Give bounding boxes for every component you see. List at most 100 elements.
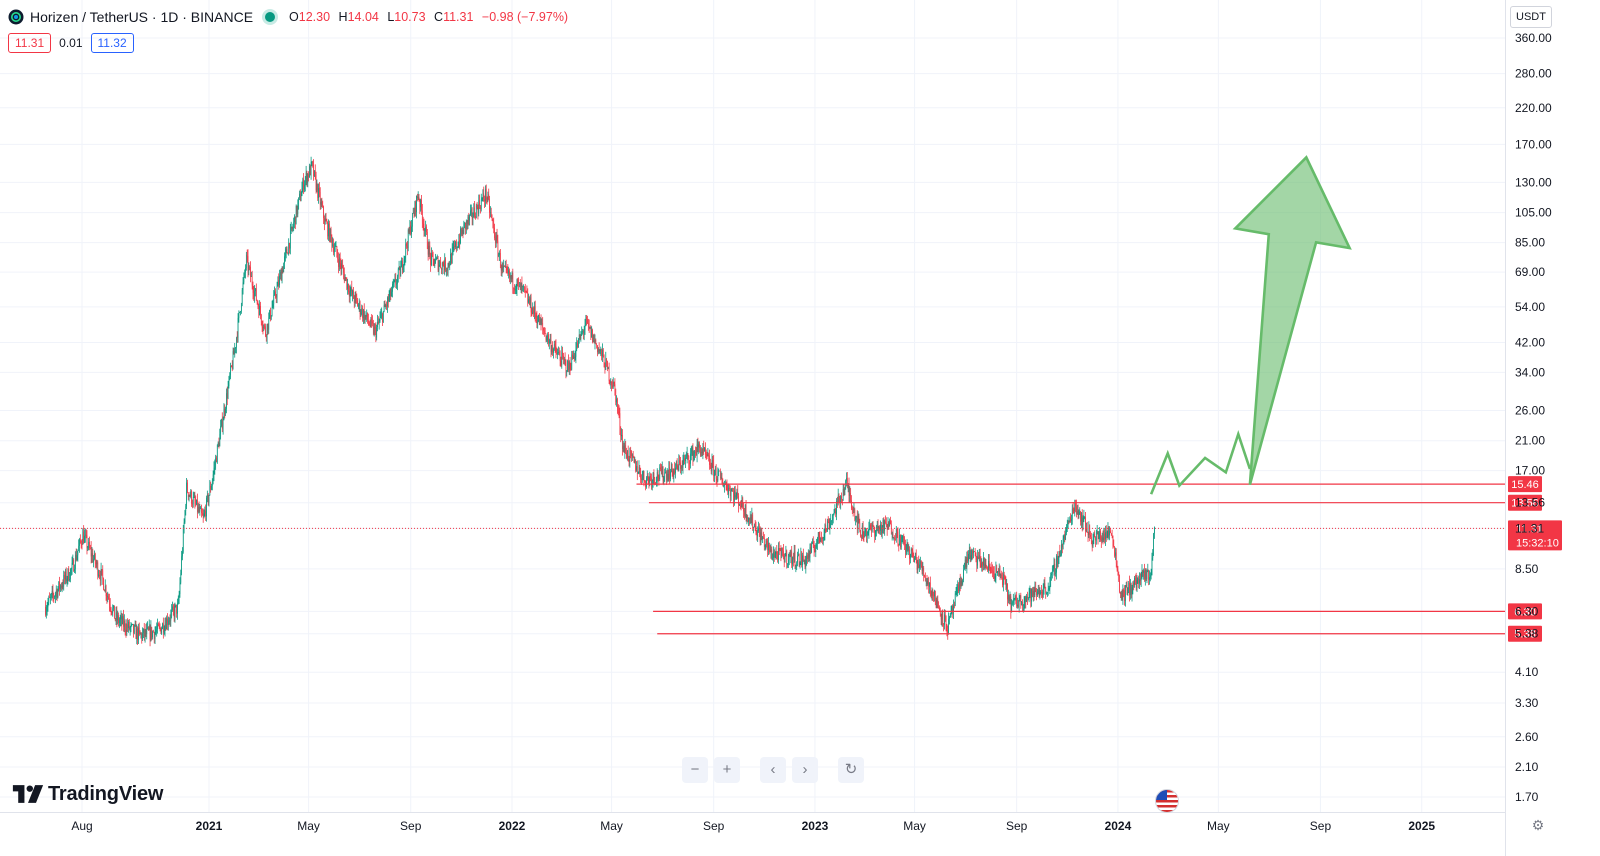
scroll-left-icon[interactable]: ‹	[760, 757, 786, 783]
candle-body	[797, 555, 798, 563]
price-axis[interactable]: 360.00280.00220.00170.00130.00105.0085.0…	[1505, 0, 1553, 856]
candle	[85, 529, 87, 539]
candle-body	[535, 315, 537, 318]
ohlc-change: −0.98 (−7.97%)	[481, 10, 569, 24]
candle	[328, 219, 329, 241]
buy-price-button[interactable]: 11.32	[90, 33, 134, 53]
candle	[540, 314, 542, 331]
candle-body	[543, 327, 544, 331]
candle-body	[181, 556, 182, 574]
candle	[695, 447, 697, 456]
candle-body	[108, 596, 109, 600]
candle	[231, 365, 232, 368]
candle	[966, 551, 968, 574]
candle	[480, 193, 482, 212]
tradingview-branding[interactable]: TradingView	[12, 781, 163, 807]
candle-body	[622, 445, 624, 449]
candle-body	[273, 294, 275, 305]
candle-body	[736, 491, 738, 496]
candle-body	[638, 467, 640, 473]
candle-body	[874, 530, 876, 537]
candle	[78, 539, 80, 551]
candle-body	[1098, 537, 1100, 540]
candle-body	[929, 582, 931, 593]
candle	[926, 575, 928, 590]
candle-body	[677, 465, 679, 471]
candle	[359, 300, 361, 320]
candle	[1068, 520, 1070, 525]
candle-body	[613, 381, 615, 385]
candle-body	[587, 319, 588, 324]
candle	[197, 503, 199, 514]
candle	[609, 379, 611, 386]
candle	[728, 483, 730, 499]
candle-body	[505, 265, 507, 268]
candle	[351, 280, 353, 297]
candle	[269, 309, 270, 320]
candle	[1071, 504, 1073, 525]
candle-body	[1150, 575, 1152, 577]
candle	[792, 556, 793, 570]
candle	[582, 329, 584, 340]
candle	[95, 559, 97, 568]
candle-body	[869, 524, 871, 529]
candle	[632, 450, 634, 459]
candle-body	[999, 569, 1001, 576]
candle-body	[830, 520, 832, 524]
candle-body	[1058, 551, 1060, 558]
candle	[421, 195, 422, 215]
candle	[172, 601, 173, 612]
candle-body	[547, 334, 549, 339]
candle-body	[539, 318, 541, 326]
candle-body	[1034, 588, 1036, 595]
candle-body	[609, 381, 611, 383]
candle	[517, 277, 519, 287]
candle-body	[514, 289, 516, 291]
candle-body	[1122, 589, 1124, 599]
market-status-icon[interactable]	[265, 12, 276, 22]
candle	[1007, 583, 1008, 607]
candle	[1149, 572, 1151, 582]
candle	[94, 550, 95, 561]
candle-body	[563, 358, 565, 360]
candle	[810, 543, 812, 555]
candle	[843, 484, 845, 497]
candle-body	[97, 562, 99, 576]
us-flag-icon[interactable]	[1155, 789, 1179, 813]
candle	[1111, 529, 1113, 539]
currency-selector[interactable]: USDT	[1510, 6, 1552, 28]
candle	[1030, 588, 1032, 608]
candle-body	[1047, 592, 1048, 594]
candle-body	[60, 585, 61, 590]
reset-icon[interactable]: ↻	[838, 757, 864, 783]
candle-body	[915, 552, 916, 558]
candle	[1141, 564, 1143, 580]
candle-body	[884, 521, 886, 531]
candle	[1078, 509, 1080, 519]
candle	[912, 544, 914, 558]
symbol-title[interactable]: Horizen / TetherUS · 1D · BINANCE	[30, 9, 254, 25]
candle-body	[740, 505, 742, 508]
candle	[1069, 516, 1071, 523]
candle	[163, 625, 165, 635]
candle	[1089, 524, 1091, 542]
candle-body	[751, 514, 753, 524]
candle	[1132, 581, 1134, 595]
settings-icon[interactable]: ⚙	[1531, 817, 1545, 833]
candle	[709, 449, 710, 470]
scroll-right-icon[interactable]: ›	[792, 757, 818, 783]
zoom-out-icon[interactable]: −	[682, 757, 708, 783]
candle	[476, 201, 478, 210]
level-price-tag	[1508, 603, 1542, 620]
candle-body	[979, 554, 981, 564]
candle	[669, 461, 671, 484]
candle-body	[646, 478, 647, 487]
sell-price-button[interactable]: 11.31	[8, 33, 52, 53]
candle-body	[586, 316, 588, 320]
candle	[413, 207, 415, 218]
zoom-in-icon[interactable]: +	[714, 757, 740, 783]
candle-body	[910, 548, 912, 555]
time-axis[interactable]: Aug 2021 May Sep 2022 May Sep 2023 May Sep 2024 May…	[0, 812, 1505, 834]
candle-body	[670, 471, 671, 479]
